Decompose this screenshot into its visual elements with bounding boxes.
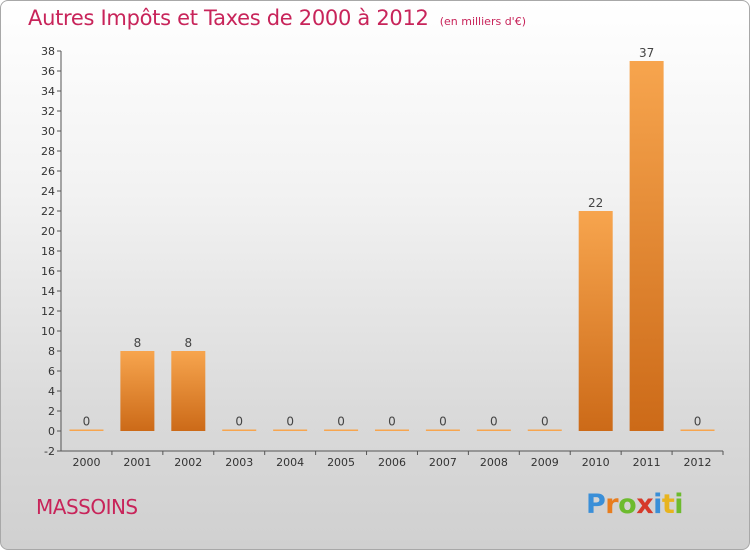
- logo-letter: t: [661, 489, 675, 520]
- data-label-2012: 0: [694, 415, 702, 429]
- y-tick-label: 8: [48, 345, 55, 358]
- y-tick-label: -2: [44, 445, 55, 458]
- x-tick-label: 2010: [582, 456, 610, 469]
- y-tick-label: 16: [41, 265, 55, 278]
- x-tick-label: 2012: [684, 456, 712, 469]
- y-tick-label: 18: [41, 245, 55, 258]
- data-label-2011: 37: [639, 46, 654, 60]
- x-tick-label: 2000: [72, 456, 100, 469]
- y-tick-label: 24: [41, 185, 55, 198]
- bar-2010: [578, 211, 613, 431]
- commune-name: MASSOINS: [36, 495, 138, 519]
- data-labels: 0 8 8 0 0 0 0 0 0 0 22 37 0: [83, 46, 702, 429]
- bar-2007: [425, 429, 460, 431]
- data-label-2003: 0: [235, 415, 243, 429]
- data-label-2000: 0: [83, 415, 91, 429]
- y-tick-label: 6: [48, 365, 55, 378]
- y-tick-label: 36: [41, 65, 55, 78]
- chart-subtitle: (en milliers d'€): [439, 15, 526, 28]
- data-label-2006: 0: [388, 415, 396, 429]
- data-label-2005: 0: [337, 415, 345, 429]
- y-tick-label: 34: [41, 85, 55, 98]
- title-row: Autres Impôts et Taxes de 2000 à 2012 (e…: [28, 6, 526, 30]
- axes: -202468101214161820222426283032343638200…: [41, 45, 724, 469]
- logo-letter: r: [605, 489, 619, 520]
- proxiti-logo: Proxiti: [586, 489, 684, 520]
- y-tick-label: 4: [48, 385, 55, 398]
- data-label-2010: 22: [588, 196, 603, 210]
- bars: [69, 61, 715, 431]
- data-label-2004: 0: [286, 415, 294, 429]
- y-tick-label: 30: [41, 125, 55, 138]
- x-tick-label: 2005: [327, 456, 355, 469]
- logo-letter: P: [586, 489, 606, 520]
- x-tick-label: 2003: [225, 456, 253, 469]
- x-tick-label: 2007: [429, 456, 457, 469]
- y-tick-label: 10: [41, 325, 55, 338]
- logo-letter: i: [674, 489, 684, 520]
- logo-letter: o: [618, 489, 637, 520]
- data-label-2009: 0: [541, 415, 549, 429]
- x-tick-label: 2009: [531, 456, 559, 469]
- y-tick-label: 28: [41, 145, 55, 158]
- bar-2005: [324, 429, 359, 431]
- y-tick-label: 22: [41, 205, 55, 218]
- x-tick-label: 2004: [276, 456, 304, 469]
- data-label-2008: 0: [490, 415, 498, 429]
- y-tick-label: 20: [41, 225, 55, 238]
- bar-2011: [629, 61, 664, 431]
- bar-2008: [476, 429, 511, 431]
- y-tick-label: 26: [41, 165, 55, 178]
- y-tick-label: 38: [41, 45, 55, 58]
- x-tick-label: 2008: [480, 456, 508, 469]
- bar-2012: [680, 429, 715, 431]
- bar-2001: [120, 351, 155, 431]
- x-tick-label: 2011: [633, 456, 661, 469]
- logo-letter: i: [653, 489, 662, 520]
- x-tick-label: 2002: [174, 456, 202, 469]
- bar-2002: [171, 351, 206, 431]
- chart-title: Autres Impôts et Taxes de 2000 à 2012: [28, 6, 429, 30]
- data-label-2001: 8: [134, 336, 142, 350]
- bar-2004: [273, 429, 308, 431]
- bar-2003: [222, 429, 257, 431]
- y-tick-label: 12: [41, 305, 55, 318]
- logo-letter: x: [636, 489, 654, 520]
- y-tick-label: 32: [41, 105, 55, 118]
- x-tick-label: 2006: [378, 456, 406, 469]
- y-tick-label: 14: [41, 285, 55, 298]
- x-tick-label: 2001: [123, 456, 151, 469]
- data-label-2007: 0: [439, 415, 447, 429]
- bar-2009: [527, 429, 562, 431]
- y-tick-label: 2: [48, 405, 55, 418]
- data-label-2002: 8: [184, 336, 192, 350]
- y-tick-label: 0: [48, 425, 55, 438]
- bar-2006: [375, 429, 409, 431]
- bar-2000: [69, 429, 104, 431]
